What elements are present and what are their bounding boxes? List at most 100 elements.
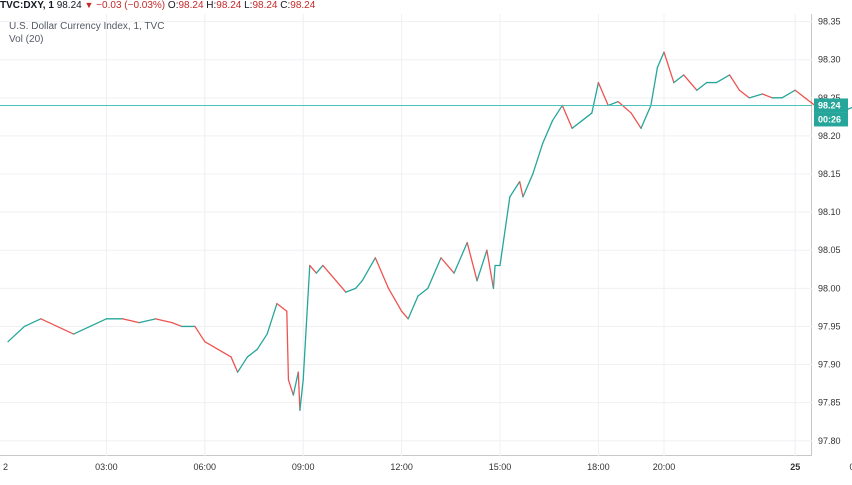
price-segment: [640, 104, 652, 129]
price-segment: [522, 173, 534, 198]
price-segment: [276, 302, 288, 312]
price-segment: [266, 302, 278, 335]
x-tick-label: 06:00: [194, 462, 217, 472]
price-segment: [217, 348, 232, 358]
last-price: 98.24: [56, 0, 82, 11]
price-segment: [361, 257, 377, 282]
price-segment: [696, 81, 708, 91]
low-label: L:: [244, 0, 253, 11]
close-label: C:: [280, 0, 291, 11]
x-tick-label: 02:00: [850, 462, 852, 472]
price-segment: [204, 341, 219, 350]
current-price-tag: [814, 98, 848, 113]
price-segment: [230, 356, 239, 373]
countdown-tag-label: 00:26: [818, 114, 841, 124]
price-segment: [89, 318, 108, 328]
price-segment: [335, 280, 347, 293]
y-tick-label: 98.10: [818, 207, 841, 217]
chart-pane[interactable]: [0, 14, 812, 456]
x-tick-label: 18:00: [587, 462, 610, 472]
price-segment: [541, 120, 554, 145]
price-segment: [748, 93, 764, 99]
price-segment: [571, 120, 583, 129]
price-segment: [297, 371, 301, 411]
price-segment: [591, 81, 600, 114]
price-segment: [847, 106, 852, 110]
price-segment: [387, 287, 403, 312]
price-segment: [630, 112, 642, 129]
price-segment: [532, 142, 544, 175]
price-segment: [322, 264, 337, 282]
price-segment: [453, 241, 468, 274]
price-segment: [7, 325, 26, 343]
price-segment: [407, 295, 419, 320]
price-segment: [683, 74, 698, 91]
price-segment: [194, 325, 206, 343]
grid: [0, 14, 812, 456]
volume-indicator-label[interactable]: Vol (20): [9, 34, 44, 45]
price-segment: [286, 310, 290, 381]
price-segment: [650, 66, 659, 107]
price-segment: [440, 257, 455, 274]
y-tick-label: 98.30: [818, 55, 841, 65]
symbol-header: TVC:DXY, 1 98.24 ▼ −0.03 (−0.03%) O:98.2…: [0, 0, 852, 14]
price-segment: [486, 249, 495, 289]
price-segment: [607, 100, 619, 107]
price-segment: [617, 100, 632, 114]
price-segment: [171, 321, 183, 328]
price-segment: [519, 181, 524, 198]
chart-title: U.S. Dollar Currency Index, 1, TVC: [9, 21, 165, 32]
price-segment: [492, 264, 496, 289]
price-segment: [256, 333, 268, 350]
price-segment: [663, 51, 675, 84]
price-segment: [246, 348, 258, 358]
price-segment: [794, 89, 806, 99]
price-segment: [302, 264, 311, 381]
price-change: −0.03 (−0.03%): [96, 0, 166, 11]
open-value: 98.24: [178, 0, 204, 11]
y-tick-label: 98.00: [818, 283, 841, 293]
price-segment: [673, 74, 685, 84]
price-segment: [509, 181, 521, 198]
price-segment: [728, 74, 741, 91]
x-tick-label: 12:00: [390, 462, 413, 472]
price-segment: [236, 356, 249, 373]
y-tick-label: 97.80: [818, 436, 841, 446]
price-tag: 98.24 00:26: [814, 98, 848, 127]
price-segment: [299, 379, 304, 411]
price-segment: [417, 287, 429, 297]
x-tick-label: 03:00: [95, 462, 118, 472]
y-tick-label: 97.85: [818, 398, 841, 408]
price-segment: [804, 97, 816, 107]
symbol-name[interactable]: TVC:DXY, 1: [0, 0, 54, 11]
price-segment: [315, 264, 324, 274]
price-segment: [466, 241, 478, 282]
price-segment: [781, 89, 796, 99]
open-label: O:: [167, 0, 179, 11]
y-tick-label: 97.90: [818, 360, 841, 370]
price-segment: [761, 93, 773, 99]
y-tick-label: 98.35: [818, 17, 841, 27]
y-tick-label: 98.20: [818, 131, 841, 141]
price-segment: [427, 257, 442, 289]
y-tick-label: 98.25: [818, 93, 841, 103]
countdown-tag: [814, 112, 848, 127]
price-segment: [499, 196, 511, 267]
y-tick-label: 97.95: [818, 321, 841, 331]
price-series: [7, 51, 852, 411]
price-segment: [72, 325, 91, 335]
price-segment: [345, 287, 357, 293]
price-segment: [400, 310, 409, 320]
price-segment: [138, 318, 157, 324]
time-axis[interactable]: 2 03:00 06:00 09:00 12:00 15:00 18:00 20:00 25 02…: [3, 462, 852, 472]
price-segment: [309, 264, 317, 274]
price-segment: [656, 51, 665, 68]
price-axis[interactable]: 98.35 98.30 98.25 98.20 98.15 98.10 98.05 98.00…: [818, 17, 841, 446]
x-tick-label: 15:00: [489, 462, 512, 472]
x-tick-label: 09:00: [292, 462, 315, 472]
x-tick-label: 2: [3, 462, 8, 472]
price-segment: [23, 318, 42, 328]
price-segment: [581, 112, 593, 122]
price-segment: [715, 74, 731, 84]
